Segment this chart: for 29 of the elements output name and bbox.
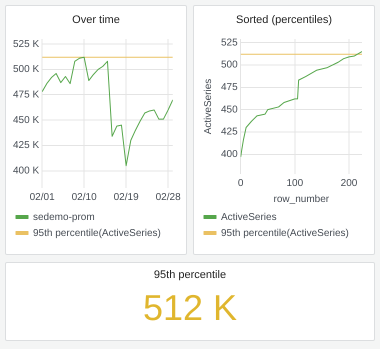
y-tick-label: 400 K <box>12 166 40 177</box>
y-tick-label: 425 K <box>12 140 40 152</box>
legend-label: 95th percentile(ActiveSeries) <box>221 228 349 239</box>
y-tick-label: 425 <box>220 126 238 138</box>
y-tick-label: 450 K <box>12 114 40 126</box>
legend-label: ActiveSeries <box>221 212 277 223</box>
y-tick-label: 525 K <box>12 38 40 50</box>
y-tick-label: 450 <box>220 104 238 116</box>
text: 512 K <box>142 287 238 329</box>
chart-title: Over time <box>71 13 121 28</box>
x-tick-label: 200 <box>340 178 358 189</box>
y-axis-title: ActiveSeries <box>202 78 214 134</box>
chart-title: Sorted (percentiles) <box>235 13 333 28</box>
x-tick-label: 02/19 <box>114 192 140 203</box>
legend-label: sedemo-prom <box>33 212 95 223</box>
x-tick-label: 100 <box>286 178 304 189</box>
y-tick-label: 500 K <box>12 64 40 76</box>
y-tick-label: 475 <box>220 82 238 94</box>
y-tick-label: 525 <box>220 37 238 48</box>
y-tick-label: 475 K <box>12 90 40 100</box>
x-tick-label: 02/01 <box>30 192 56 203</box>
legend-label: 95th percentile(ActiveSeries) <box>33 228 161 239</box>
y-tick-label: 500 <box>220 60 238 71</box>
x-axis-title: row_number <box>274 194 330 205</box>
text: 95th percentile <box>152 268 228 281</box>
x-tick-label: 0 <box>238 178 244 189</box>
x-tick-label: 02/28 <box>156 192 182 203</box>
x-tick-label: 02/10 <box>72 192 98 203</box>
y-tick-label: 400 <box>220 149 238 160</box>
